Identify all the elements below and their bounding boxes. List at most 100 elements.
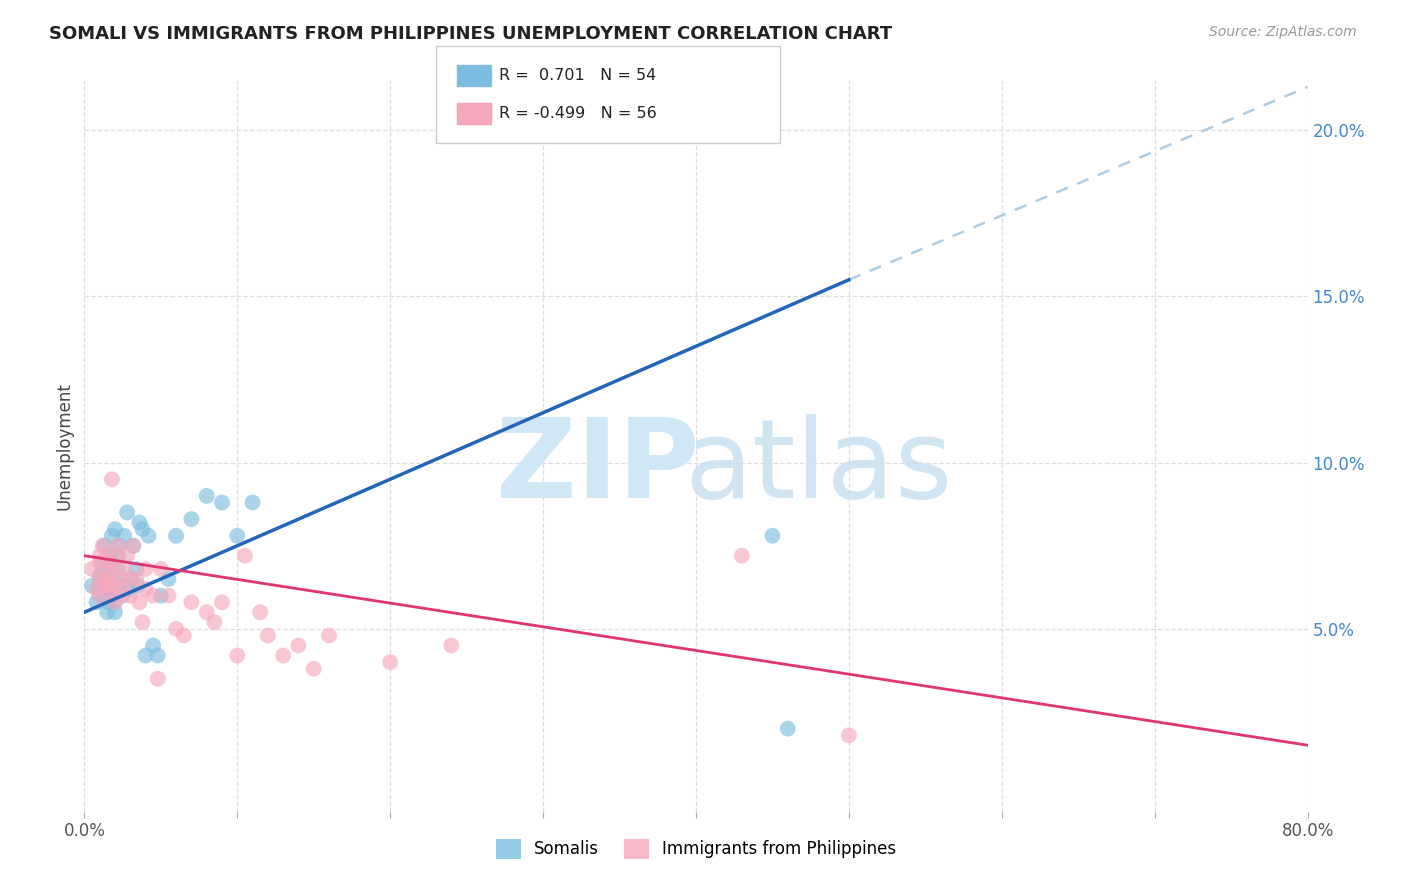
Point [89,549,111,563]
Text: Source: ZipAtlas.com: Source: ZipAtlas.com [1209,25,1357,39]
Point [98,555,121,569]
Point [110,589,132,603]
Point [105,579,128,593]
Point [97,595,120,609]
Point [135,562,157,576]
Point [120,589,142,603]
Point [103,579,125,593]
Point [96,582,118,596]
Point [318,628,340,642]
Text: R = -0.499   N = 56: R = -0.499 N = 56 [499,106,657,121]
Point [98,582,121,596]
Point [131,522,153,536]
Point [287,639,309,653]
Point [86,595,108,609]
Point [180,595,202,609]
Point [131,615,153,630]
Point [96,605,118,619]
Point [111,589,134,603]
Point [195,605,218,619]
Point [86,582,108,596]
Point [157,572,180,586]
Point [107,539,129,553]
Point [96,572,118,586]
Point [97,549,120,563]
Point [149,589,172,603]
Point [96,549,118,563]
Point [89,572,111,586]
Point [157,589,180,603]
Point [271,648,294,663]
Point [104,572,127,586]
Point [89,579,111,593]
Point [104,605,127,619]
Point [173,628,195,642]
Point [97,572,120,586]
Text: ZIP: ZIP [496,415,700,522]
Point [146,648,169,663]
Text: atlas: atlas [685,415,952,522]
Point [105,549,128,563]
Point [165,529,187,543]
Point [202,615,225,630]
Point [89,555,111,569]
Point [112,562,135,576]
Point [149,562,172,576]
Point [122,539,145,553]
Point [226,529,249,543]
Point [180,512,202,526]
Point [93,572,115,586]
Text: SOMALI VS IMMIGRANTS FROM PHILIPPINES UNEMPLOYMENT CORRELATION CHART: SOMALI VS IMMIGRANTS FROM PHILIPPINES UN… [49,25,893,43]
Point [125,562,148,576]
Point [101,472,124,486]
Point [127,579,149,593]
Point [165,622,187,636]
Point [776,722,799,736]
Point [195,489,218,503]
Point [142,589,165,603]
Point [135,582,157,596]
Point [111,582,134,596]
Point [135,648,157,663]
Point [101,589,124,603]
Point [122,539,145,553]
Legend: Somalis, Immigrants from Philippines: Somalis, Immigrants from Philippines [489,832,903,865]
Point [138,529,160,543]
Point [142,639,165,653]
Point [101,529,124,543]
Point [96,579,118,593]
Point [249,605,271,619]
Point [302,662,325,676]
Point [226,648,249,663]
Point [115,506,138,520]
Point [761,529,783,543]
Point [96,579,118,593]
Point [89,589,111,603]
Point [91,555,114,569]
Text: R =  0.701   N = 54: R = 0.701 N = 54 [499,68,657,83]
Point [731,549,754,563]
Point [108,572,131,586]
Point [101,589,124,603]
Point [233,549,256,563]
Point [104,562,127,576]
Y-axis label: Unemployment: Unemployment [55,382,73,510]
Point [107,549,129,563]
Point [107,562,129,576]
Point [98,555,121,569]
Point [211,495,233,509]
Point [146,672,169,686]
Point [380,655,402,669]
Point [108,539,131,553]
Point [96,562,118,576]
Point [120,582,142,596]
Point [115,549,138,563]
Point [128,516,150,530]
Point [93,539,115,553]
Point [257,628,280,642]
Point [96,562,118,576]
Point [125,572,148,586]
Point [440,639,463,653]
Point [112,529,135,543]
Point [104,595,127,609]
